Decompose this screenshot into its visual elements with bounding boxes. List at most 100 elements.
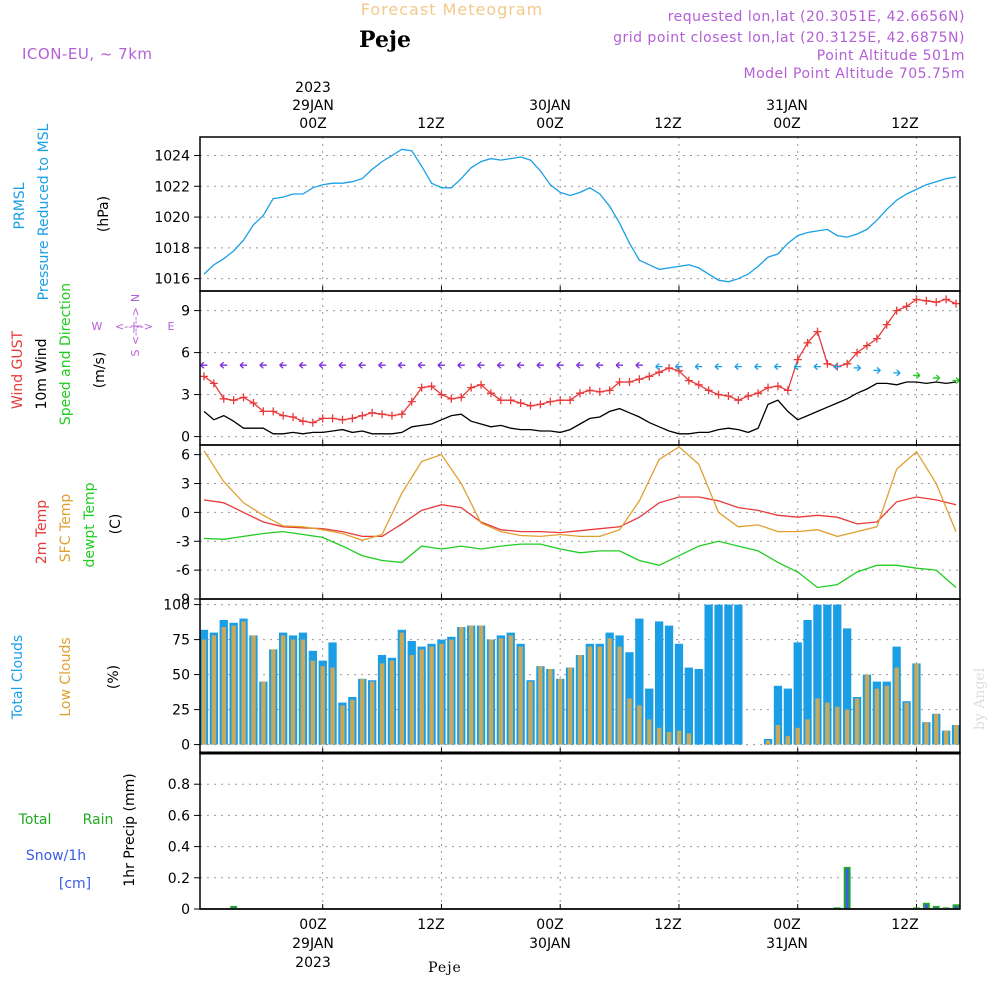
gust-marker [427,382,436,391]
gust-marker [615,378,624,386]
compass-s: S [129,349,142,356]
wind-direction-arrow [496,361,505,369]
panel-temperature: -9 -6 -3 0 3 6 [176,445,960,608]
gust-marker [932,298,941,307]
wind-direction-arrow [477,361,485,369]
gust-marker [338,415,347,424]
series-line-prmsl [203,148,957,283]
gust-marker [546,397,555,406]
low-cloud-bar [775,725,781,745]
gust-marker [556,396,565,405]
low-cloud-bar [617,646,622,745]
low-cloud-bar [469,625,474,745]
series-line-dewpt-temp [203,530,957,589]
top-hour-4: 00Z [773,116,800,132]
watermark: by Angel [972,667,988,730]
low-cloud-bar [528,681,533,745]
low-cloud-bar [478,625,484,745]
low-cloud-bar [439,643,444,745]
gust-marker [199,372,208,381]
y-tick-label: 0 [181,738,190,754]
gust-marker [457,393,466,402]
total-cloud-bar [655,621,664,745]
low-cloud-bar [666,732,672,745]
panel-borders [199,136,961,910]
series-line-wind-gust [203,298,957,424]
temp-label-unit: (C) [108,514,124,535]
bottom-hour-5: 12Z [891,917,918,933]
snow-bar [924,904,928,909]
bottom-hour-4: 00Z [773,917,800,933]
gust-marker [813,327,822,336]
bottom-date-29: 29JAN [292,936,334,952]
gust-marker [734,396,743,405]
station-name: Peje [359,27,411,53]
top-date-30: 30JAN [529,98,571,114]
gust-marker [843,359,852,368]
y-tick-label: 9 [181,304,190,320]
gust-marker [259,407,268,416]
gust-marker [952,299,961,308]
gust-marker [348,414,357,423]
gust-marker [536,400,545,409]
gust-marker [635,375,644,384]
y-tick-label: 1024 [154,148,190,164]
compass-n: N [129,294,142,302]
low-cloud-bar [854,698,860,745]
gust-marker [912,295,921,304]
gust-marker [526,401,535,410]
low-cloud-bar [894,667,899,745]
model-altitude: Model Point Altitude 705.75m [744,66,965,82]
total-cloud-bar [704,604,713,745]
wind-direction-arrow [437,361,445,369]
total-cloud-bar [734,604,743,745]
gust-marker [942,295,951,304]
low-cloud-bar [657,727,662,745]
gust-marker [694,380,703,389]
low-cloud-bar [567,667,573,745]
gust-marker [298,417,307,426]
gust-marker [239,393,248,402]
y-tick-label: 6 [181,448,190,464]
top-hour-1: 12Z [417,116,444,132]
gust-marker [219,394,228,403]
gust-marker [754,389,763,398]
low-cloud-bar [379,663,385,745]
y-tick-label: 25 [172,703,190,719]
compass-w: W [92,320,103,333]
y-tick-label: 3 [181,388,190,404]
gust-marker [853,348,862,357]
wind-label-10m: 10m Wind [34,338,50,409]
snow-bar [934,907,938,909]
gust-marker [922,296,931,305]
total-cloud-bar [724,604,733,745]
gust-marker [625,378,634,386]
wind-direction-arrow [279,361,287,369]
gust-marker [486,389,495,398]
low-cloud-bar [429,646,434,745]
gust-marker [477,380,486,389]
wind-direction-arrow [754,363,762,371]
bottom-date-30: 30JAN [529,936,571,952]
wind-direction-arrow [239,361,248,369]
low-cloud-bar [518,646,523,745]
y-tick-label: -9 [176,592,190,608]
gust-marker [803,338,812,347]
plot-layer: 1016 1018 1020 1022 1024 0 3 6 9 -9 -6 -3 0 3 6 0 25 50 75… [154,136,961,918]
y-tick-label: 0 [181,430,190,446]
snow-bar [954,905,958,909]
wind-direction-arrow [219,361,228,369]
gust-marker [576,389,584,398]
precip-label-total: Total [18,812,52,828]
gust-marker [437,390,446,399]
total-cloud-bar [803,620,812,745]
total-cloud-bar [694,669,703,745]
low-cloud-bar [300,639,306,745]
low-cloud-bar [409,655,414,745]
low-cloud-bar [488,639,494,745]
requested-coords: requested lon,lat (20.3051E, 42.6656N) [668,9,965,25]
gust-marker [902,302,911,311]
wind-direction-arrow [595,361,604,369]
wind-direction-arrow [397,361,406,369]
gust-marker [387,411,396,420]
